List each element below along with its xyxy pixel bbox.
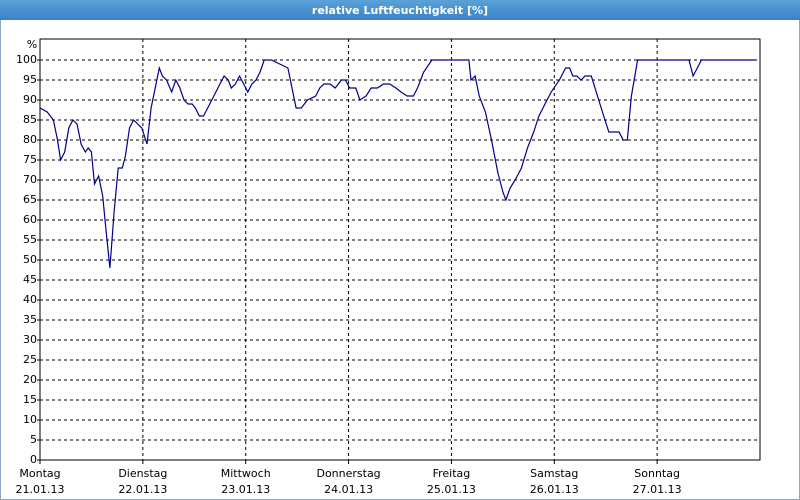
y-tick-label: 35 bbox=[23, 313, 37, 326]
chart-title: relative Luftfeuchtigkeit [%] bbox=[312, 4, 488, 17]
y-tick-label: 65 bbox=[23, 193, 37, 206]
plot-frame bbox=[39, 38, 761, 461]
y-tick-label: 80 bbox=[23, 133, 37, 146]
x-tick-date: 24.01.13 bbox=[324, 483, 373, 496]
x-tick-label: Dienstag bbox=[118, 467, 167, 480]
y-tick-label: 90 bbox=[23, 93, 37, 106]
x-tick-label: Freitag bbox=[433, 467, 471, 480]
y-tick-label: 0 bbox=[30, 453, 37, 466]
y-tick-label: 40 bbox=[23, 293, 37, 306]
y-tick-label: 75 bbox=[23, 153, 37, 166]
x-tick-date: 27.01.13 bbox=[633, 483, 682, 496]
y-tick-label: 70 bbox=[23, 173, 37, 186]
x-tick-date: 21.01.13 bbox=[16, 483, 65, 496]
y-tick-label: 25 bbox=[23, 353, 37, 366]
x-tick-label: Mittwoch bbox=[221, 467, 271, 480]
y-tick-label: 50 bbox=[23, 253, 37, 266]
x-tick-label: Donnerstag bbox=[316, 467, 380, 480]
y-tick-label: 55 bbox=[23, 233, 37, 246]
y-tick-label: 95 bbox=[23, 73, 37, 86]
x-tick-date: 26.01.13 bbox=[530, 483, 579, 496]
y-tick-label: 45 bbox=[23, 273, 37, 286]
x-tick-label: Samstag bbox=[530, 467, 578, 480]
y-unit: % bbox=[27, 38, 37, 51]
x-tick-date: 23.01.13 bbox=[221, 483, 270, 496]
x-tick-label: Montag bbox=[19, 467, 60, 480]
y-tick-label: 85 bbox=[23, 113, 37, 126]
x-tick-label: Sonntag bbox=[634, 467, 680, 480]
y-tick-label: 60 bbox=[23, 213, 37, 226]
y-tick-label: 100 bbox=[16, 53, 37, 66]
y-tick-label: 10 bbox=[23, 413, 37, 426]
x-tick-date: 25.01.13 bbox=[427, 483, 476, 496]
y-tick-label: 30 bbox=[23, 333, 37, 346]
y-tick-label: 15 bbox=[23, 393, 37, 406]
y-tick-label: 5 bbox=[30, 433, 37, 446]
x-tick-date: 22.01.13 bbox=[118, 483, 167, 496]
data-line bbox=[39, 59, 756, 269]
title-bar bbox=[0, 0, 800, 20]
y-tick-label: 20 bbox=[23, 373, 37, 386]
